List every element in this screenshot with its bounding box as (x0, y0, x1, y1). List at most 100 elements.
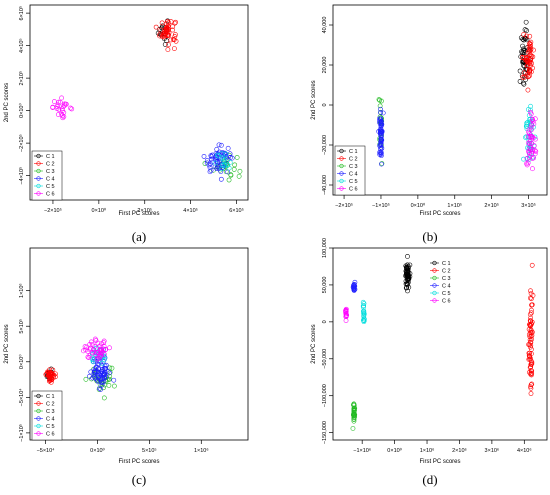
x-tick-label: 2×10⁵ (484, 202, 499, 209)
point (528, 63, 534, 69)
point (526, 127, 532, 133)
point (85, 349, 91, 354)
point (528, 103, 533, 109)
point (103, 346, 109, 352)
point (525, 87, 531, 93)
point (99, 360, 105, 366)
x-tick-label: 2×10⁶ (452, 447, 467, 454)
legend-label: C 2 (46, 162, 55, 168)
point (361, 308, 367, 314)
point (225, 145, 231, 151)
point (91, 347, 97, 352)
point (524, 162, 530, 168)
point (210, 159, 215, 165)
legend-label: C 3 (442, 276, 451, 282)
point (376, 128, 382, 134)
legend-marker (36, 401, 41, 406)
point (378, 106, 383, 112)
point (533, 136, 538, 142)
point (378, 139, 384, 144)
x-tick-label: 1×10⁶ (420, 447, 435, 454)
y-tick-label: −20,000 (322, 135, 328, 155)
point (171, 46, 177, 51)
y-tick-label: 6×10⁵ (18, 6, 25, 21)
point (46, 373, 51, 379)
point (376, 97, 382, 102)
point (378, 110, 383, 116)
point (528, 127, 534, 133)
legend-label: C 3 (46, 169, 55, 175)
point (97, 385, 102, 391)
legend-label: C 1 (46, 394, 55, 400)
point (527, 322, 532, 327)
series-c3 (350, 401, 358, 431)
legend-marker (339, 186, 344, 191)
legend-label: C 1 (442, 261, 451, 267)
point (527, 139, 533, 144)
x-tick-label: 0×10⁰ (411, 202, 426, 209)
y-tick-label: −4×10⁵ (18, 167, 25, 185)
x-tick-label: −2×10⁵ (335, 202, 353, 209)
point (101, 395, 107, 401)
series-c4 (376, 106, 386, 167)
point (530, 293, 536, 298)
point (62, 101, 68, 107)
x-tick-label: −5×10⁴ (37, 447, 56, 454)
x-tick-label: 6×10⁵ (229, 207, 244, 214)
point (528, 382, 534, 388)
point (524, 120, 530, 126)
point (43, 372, 49, 377)
point (107, 370, 112, 376)
legend-label: C 2 (46, 402, 55, 408)
legend-label: C 1 (349, 149, 358, 155)
point (98, 379, 104, 385)
series-c6 (81, 336, 112, 363)
point (380, 110, 386, 116)
point (528, 111, 534, 117)
point (526, 149, 532, 155)
point (51, 99, 57, 104)
point (109, 365, 115, 371)
point (405, 268, 410, 274)
point (96, 362, 102, 367)
point (96, 371, 101, 377)
point (61, 114, 67, 120)
point (225, 162, 231, 168)
point (529, 330, 534, 336)
x-tick-label: 4×10⁶ (517, 447, 532, 454)
legend-marker (339, 148, 344, 154)
point (208, 154, 214, 160)
legend-label: C 5 (349, 179, 358, 185)
point (222, 163, 228, 169)
legend-label: C 6 (46, 192, 55, 198)
legend-label: C 4 (46, 177, 55, 183)
legend-label: C 4 (46, 417, 55, 423)
point (162, 42, 168, 47)
legend-marker (432, 275, 437, 281)
point (527, 150, 532, 156)
point (99, 341, 105, 347)
y-tick-label: 0 (322, 320, 328, 323)
point (521, 156, 526, 162)
point (92, 349, 97, 355)
point (55, 112, 61, 117)
legend-marker (432, 268, 437, 273)
point (157, 33, 163, 39)
point (93, 375, 98, 381)
point (406, 284, 412, 290)
point (524, 161, 529, 167)
x-tick-label: 4×10⁵ (183, 207, 198, 214)
point (529, 151, 534, 156)
point (528, 385, 534, 391)
legend-label: C 5 (442, 291, 451, 297)
point (173, 32, 178, 37)
legend-label: C 3 (46, 409, 55, 415)
point (48, 379, 54, 385)
x-tick-label: 0×10⁰ (90, 447, 105, 454)
point (170, 36, 176, 42)
point (361, 303, 367, 308)
legend-marker (36, 183, 41, 189)
point (214, 164, 220, 170)
